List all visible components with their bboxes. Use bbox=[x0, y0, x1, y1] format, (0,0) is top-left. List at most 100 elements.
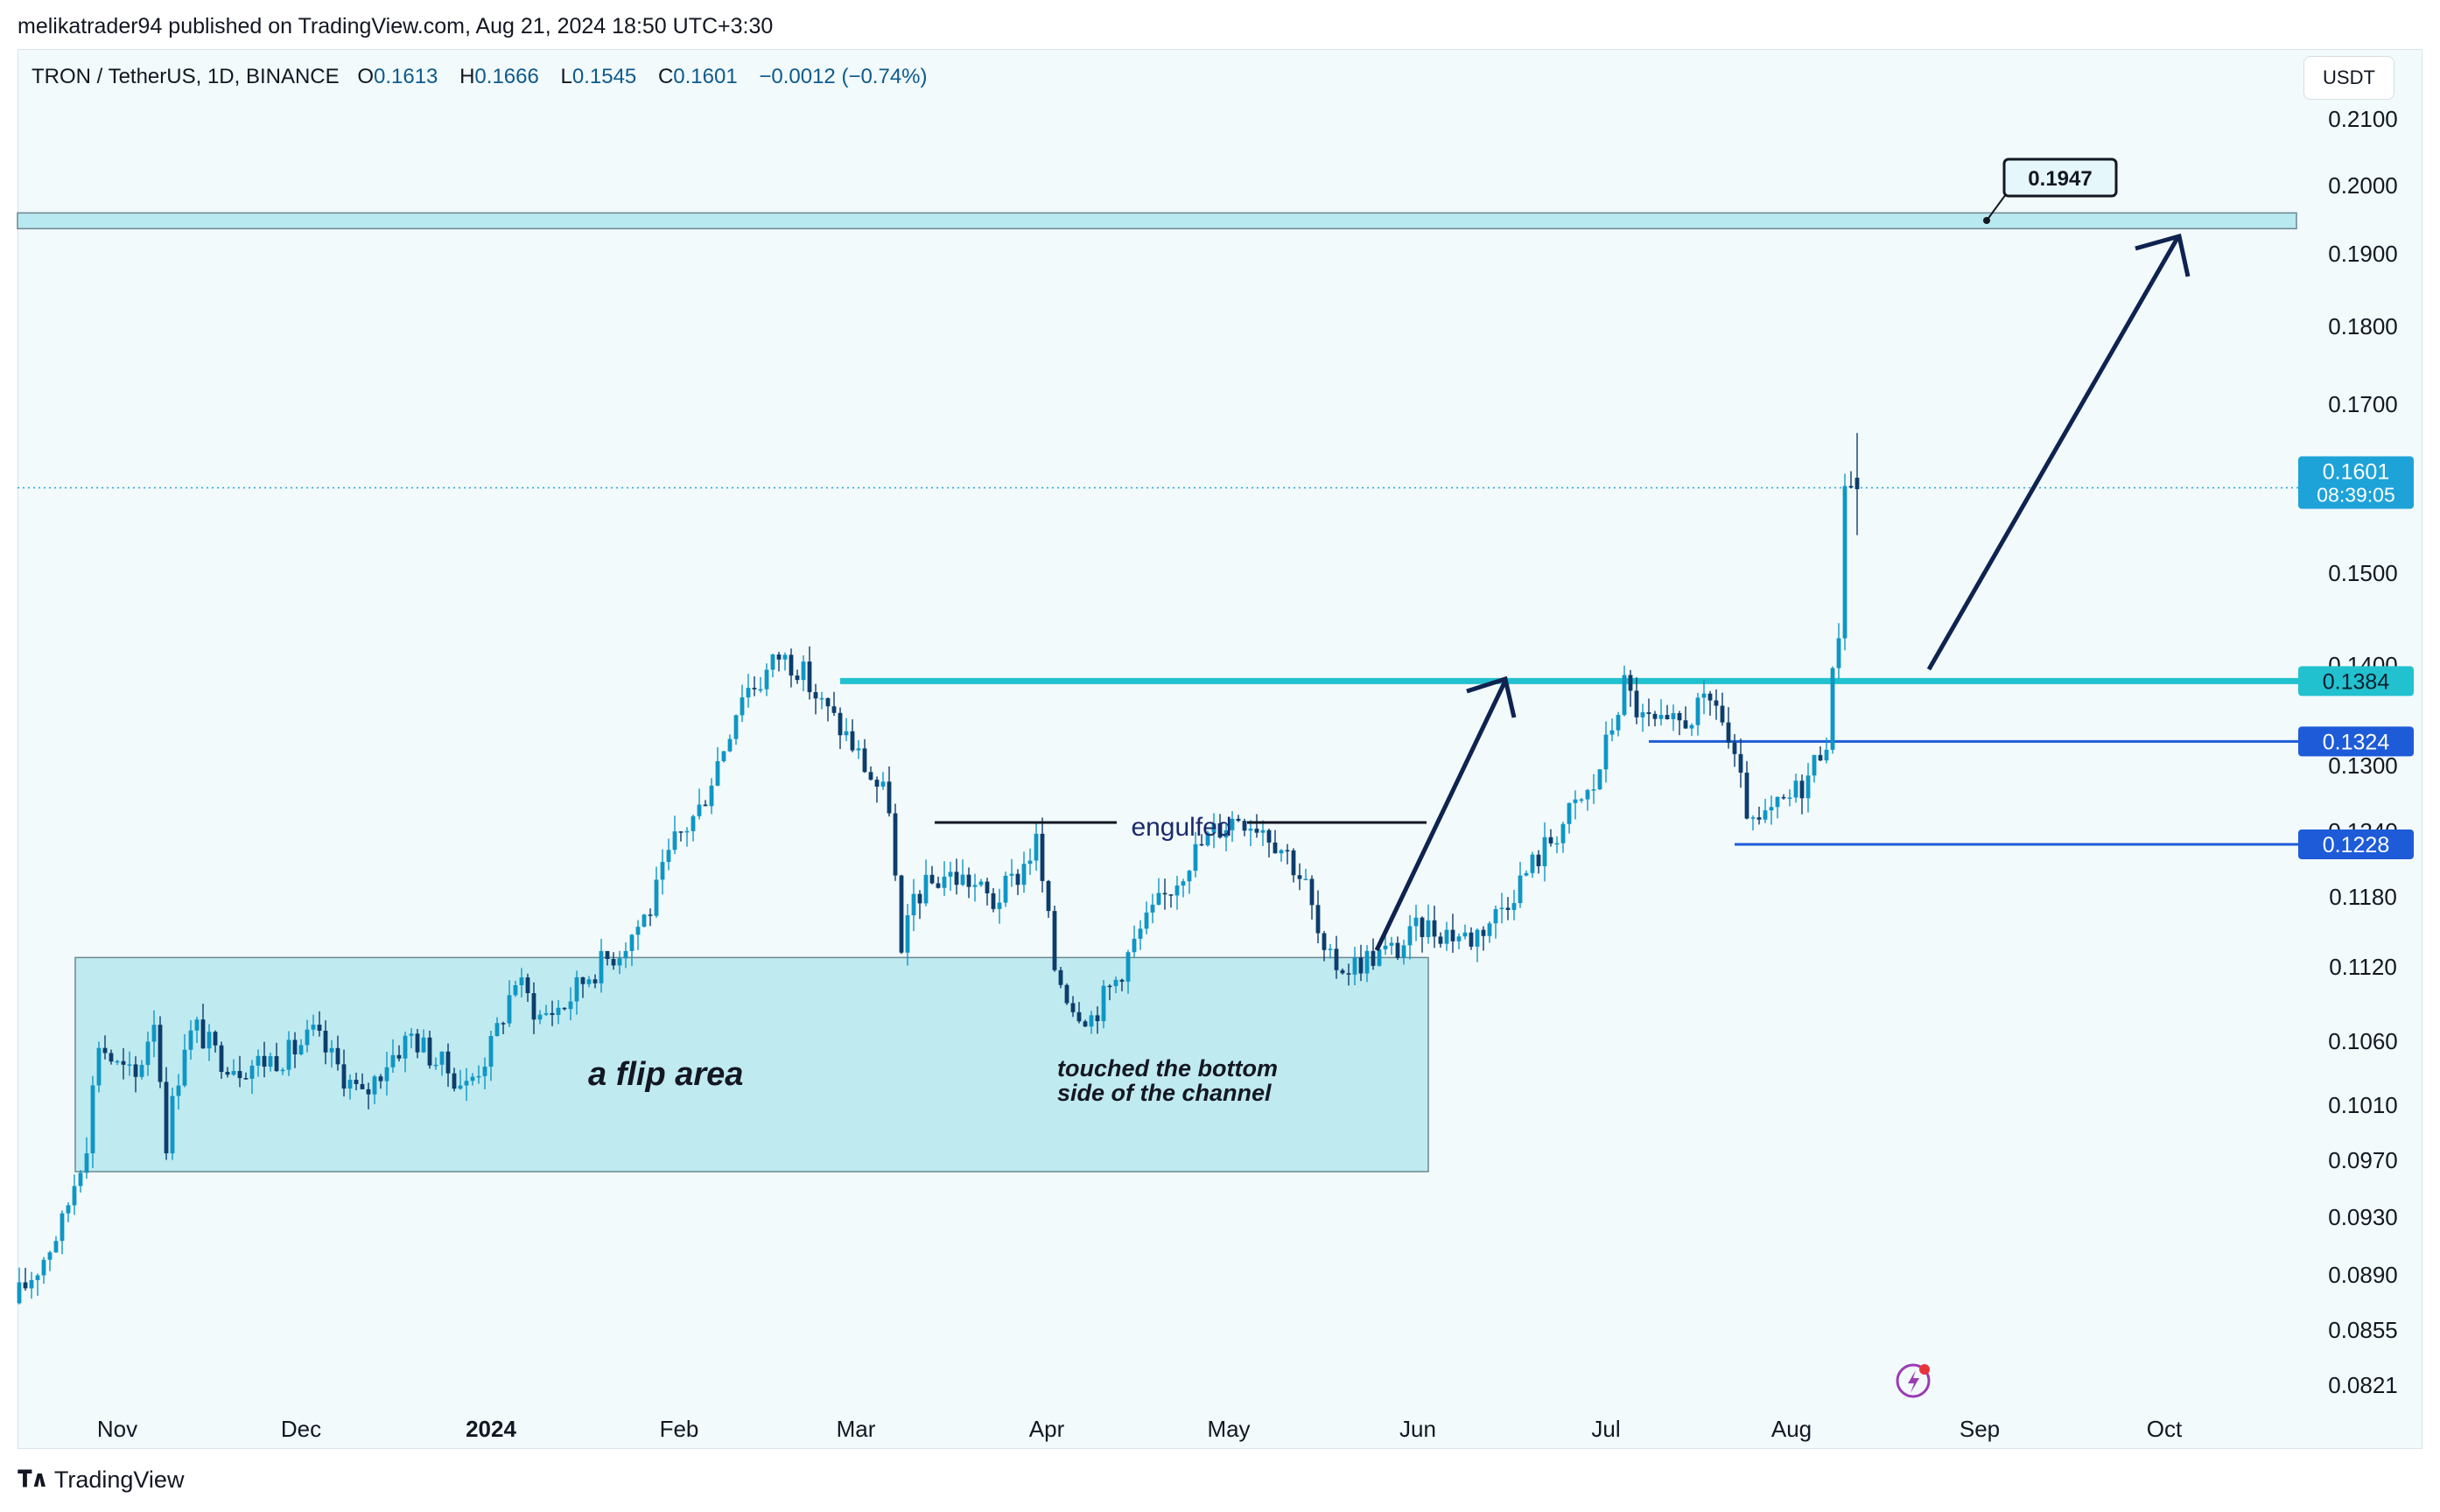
candle-body bbox=[458, 1085, 463, 1089]
candle-body bbox=[1548, 836, 1553, 844]
candle-body bbox=[1573, 799, 1578, 803]
candle-body bbox=[1224, 830, 1229, 838]
candle-body bbox=[1622, 675, 1627, 716]
chart-panel[interactable] bbox=[18, 49, 2422, 1449]
y-axis-tick-label: 0.2000 bbox=[2328, 172, 2398, 199]
candle-body bbox=[1046, 880, 1051, 912]
candle-body bbox=[219, 1045, 224, 1073]
candle-body bbox=[1181, 881, 1186, 886]
candle-body bbox=[164, 1082, 169, 1154]
price-tag-label: 0.1228 bbox=[2323, 833, 2389, 858]
candle-body bbox=[225, 1072, 230, 1075]
candle-body bbox=[1793, 780, 1798, 798]
x-axis-tick-label: Oct bbox=[2147, 1416, 2183, 1442]
target-level-zone bbox=[17, 212, 2297, 230]
lightning-icon[interactable] bbox=[1896, 1363, 1931, 1398]
candle-body bbox=[1518, 875, 1523, 904]
candle-body bbox=[1818, 754, 1823, 760]
candle-body bbox=[611, 958, 616, 966]
candle-body bbox=[1554, 843, 1560, 845]
candle-body bbox=[1371, 950, 1376, 966]
candle-body bbox=[1132, 938, 1137, 953]
candle-body bbox=[335, 1047, 340, 1065]
candle-body bbox=[721, 751, 726, 761]
candle-body bbox=[697, 804, 702, 816]
candle-body bbox=[1205, 832, 1210, 846]
candle-body bbox=[243, 1078, 249, 1080]
candle-body bbox=[1156, 892, 1161, 905]
candle-body bbox=[1781, 796, 1786, 799]
candle-body bbox=[115, 1060, 120, 1063]
candle-body bbox=[1113, 979, 1118, 986]
candle-body bbox=[758, 689, 763, 691]
candle-body bbox=[684, 830, 690, 833]
price-tag-blue bbox=[2298, 726, 2414, 757]
y-axis-tick-label: 0.1180 bbox=[2329, 884, 2397, 910]
candle-body bbox=[580, 976, 585, 984]
candle-body bbox=[298, 1045, 304, 1054]
candle-body bbox=[1671, 713, 1676, 719]
y-axis-tick-label: 0.0930 bbox=[2328, 1204, 2398, 1230]
currency-button[interactable]: USDT bbox=[2303, 56, 2394, 100]
candle-body bbox=[421, 1037, 426, 1053]
tradingview-brand: TradingView bbox=[53, 1466, 185, 1493]
candle-body bbox=[1855, 477, 1860, 490]
candle-body bbox=[1058, 970, 1063, 985]
x-axis-tick-label: Feb bbox=[660, 1416, 699, 1442]
candle-body bbox=[623, 950, 628, 959]
candle-body bbox=[1542, 836, 1547, 866]
candle-body bbox=[470, 1076, 475, 1082]
candle-body bbox=[911, 893, 916, 916]
symbol-name[interactable]: TRON / TetherUS, 1D, BINANCE bbox=[32, 65, 340, 88]
candle-body bbox=[752, 688, 757, 690]
target-leader bbox=[1986, 193, 2007, 221]
candle-body bbox=[1560, 823, 1566, 844]
candle-body bbox=[874, 780, 880, 787]
tradingview-logo[interactable]: 𝐓∧ TradingView bbox=[18, 1466, 184, 1494]
arrow-1-head bbox=[1466, 676, 1517, 718]
tradingview-mark-icon: 𝐓∧ bbox=[18, 1466, 49, 1493]
candle-body bbox=[109, 1053, 114, 1062]
candle-body bbox=[292, 1040, 298, 1054]
candle-body bbox=[1475, 929, 1480, 947]
candle-body bbox=[1003, 875, 1008, 903]
candle-body bbox=[740, 697, 745, 716]
candle-body bbox=[942, 876, 947, 888]
candle-body bbox=[170, 1096, 175, 1154]
candle-body bbox=[1383, 945, 1388, 949]
candle-body bbox=[1812, 754, 1817, 776]
candle-body bbox=[452, 1073, 457, 1089]
candle-body bbox=[1248, 829, 1253, 831]
y-axis-tick-label: 0.1700 bbox=[2328, 391, 2398, 417]
candle-body bbox=[887, 781, 892, 814]
candle-body bbox=[78, 1172, 83, 1186]
candle-body bbox=[194, 1019, 200, 1031]
candle-body bbox=[513, 984, 518, 996]
candle-body bbox=[445, 1051, 451, 1074]
candle-body bbox=[1530, 854, 1535, 873]
candle-body bbox=[972, 885, 978, 887]
candle-body bbox=[1511, 903, 1517, 910]
arrow-2-head bbox=[2135, 233, 2191, 277]
candle-body bbox=[96, 1047, 102, 1086]
candle-body bbox=[1750, 817, 1756, 819]
candle-body bbox=[188, 1030, 193, 1050]
candle-body bbox=[1352, 957, 1357, 975]
y-axis-tick-label: 0.1800 bbox=[2328, 313, 2398, 340]
candle-body bbox=[929, 874, 935, 884]
candle-body bbox=[1652, 713, 1658, 719]
candle-body bbox=[1125, 952, 1131, 982]
candle-body bbox=[1015, 873, 1020, 886]
candle-body bbox=[427, 1037, 432, 1066]
candle-body bbox=[1726, 722, 1731, 743]
candle-body bbox=[1407, 926, 1413, 946]
candle-body bbox=[770, 654, 775, 670]
candle-body bbox=[237, 1071, 242, 1079]
candle-body bbox=[1805, 775, 1811, 799]
candle-body bbox=[1462, 932, 1468, 937]
candle-body bbox=[1273, 842, 1278, 854]
candle-body bbox=[1162, 892, 1167, 895]
y-axis-tick-label: 0.1010 bbox=[2328, 1092, 2398, 1118]
candle-body bbox=[1658, 715, 1664, 719]
